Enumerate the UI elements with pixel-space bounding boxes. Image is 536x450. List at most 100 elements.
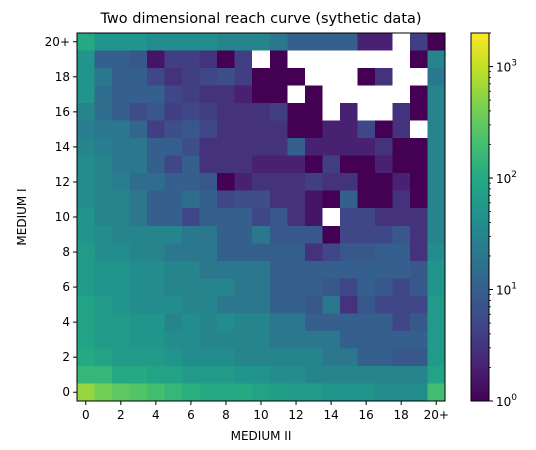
heatmap-cell [427, 138, 446, 157]
heatmap-cell [112, 348, 130, 367]
heatmap-cell [147, 138, 166, 157]
heatmap-cell [287, 138, 306, 157]
heatmap-cell [357, 155, 376, 174]
heatmap-cell [409, 243, 428, 262]
y-axis-label: MEDIUM I [15, 188, 29, 245]
y-tick-label: 4 [62, 315, 70, 329]
heatmap-cell [252, 103, 271, 122]
heatmap-cells [77, 33, 446, 402]
heatmap-cell [269, 348, 288, 367]
heatmap-cell [147, 120, 166, 139]
colorbar-ticks: 100 101 102 103 [489, 32, 517, 409]
heatmap-cell [339, 278, 358, 297]
heatmap-cell [234, 383, 253, 402]
x-tick-label: 2 [117, 408, 125, 422]
heatmap-cell [322, 33, 341, 51]
heatmap-cell [129, 365, 148, 384]
heatmap-cell [427, 348, 446, 367]
heatmap-cell [217, 295, 236, 314]
heatmap-cell [234, 295, 253, 314]
heatmap-cell [374, 33, 393, 51]
heatmap-cell [234, 208, 253, 227]
heatmap-cell [182, 173, 201, 192]
heatmap-cell [409, 85, 428, 104]
heatmap-cell [392, 85, 411, 104]
heatmap-cell [339, 260, 358, 279]
heatmap-cell [164, 138, 183, 157]
heatmap-cell [339, 330, 358, 349]
heatmap-cell [357, 173, 376, 192]
x-tick-label: 14 [323, 408, 338, 422]
heatmap-cell [112, 138, 130, 157]
heatmap-cell [392, 295, 411, 314]
heatmap-cell [129, 190, 148, 209]
heatmap-cell [269, 173, 288, 192]
heatmap-cell [94, 295, 113, 314]
heatmap-cell [374, 330, 393, 349]
heatmap-cell [182, 190, 201, 209]
x-tick-label: 12 [288, 408, 303, 422]
heatmap-cell [269, 260, 288, 279]
heatmap-cell [94, 243, 113, 262]
x-tick-label: 18 [394, 408, 409, 422]
heatmap-cell [392, 348, 411, 367]
heatmap-cell [94, 313, 113, 332]
heatmap-cell [374, 348, 393, 367]
heatmap-cell [217, 120, 236, 139]
heatmap-cell [234, 68, 253, 86]
heatmap-cell [112, 68, 130, 86]
heatmap-cell [77, 383, 95, 402]
heatmap-cell [217, 68, 236, 86]
heatmap-cell [217, 383, 236, 402]
heatmap-cell [112, 295, 130, 314]
heatmap-cell [147, 33, 166, 51]
heatmap-cell [392, 155, 411, 174]
heatmap-cell [374, 50, 393, 69]
heatmap-cell [357, 33, 376, 51]
heatmap-cell [217, 313, 236, 332]
heatmap-cell [77, 68, 95, 86]
heatmap-cell [94, 383, 113, 402]
heatmap-cell [147, 313, 166, 332]
heatmap-cell [129, 225, 148, 244]
heatmap-cell [164, 208, 183, 227]
heatmap-cell [94, 225, 113, 244]
heatmap-cell [339, 155, 358, 174]
heatmap-cell [112, 120, 130, 139]
heatmap-cell [199, 313, 218, 332]
heatmap-cell [374, 103, 393, 122]
heatmap-cell [94, 208, 113, 227]
x-tick-label: 20+ [424, 408, 449, 422]
heatmap-cell [252, 348, 271, 367]
heatmap-cell [129, 295, 148, 314]
heatmap-cell [269, 295, 288, 314]
y-tick-label: 10 [55, 210, 70, 224]
heatmap-cell [182, 330, 201, 349]
heatmap-cell [77, 85, 95, 104]
heatmap-cell [427, 208, 446, 227]
heatmap-cell [357, 330, 376, 349]
heatmap-cell [217, 208, 236, 227]
heatmap-cell [234, 103, 253, 122]
heatmap-cell [357, 138, 376, 157]
heatmap-cell [77, 313, 95, 332]
colorbar-tick-label: 101 [496, 282, 517, 298]
heatmap-cell [304, 138, 323, 157]
heatmap-cell [147, 243, 166, 262]
heatmap-cell [287, 313, 306, 332]
heatmap-cell [182, 208, 201, 227]
heatmap-cell [164, 225, 183, 244]
heatmap-cell [269, 243, 288, 262]
heatmap-cell [322, 120, 341, 139]
heatmap-cell [217, 278, 236, 297]
heatmap-cell [252, 208, 271, 227]
heatmap-cell [129, 330, 148, 349]
heatmap-cell [357, 103, 376, 122]
heatmap-cell [269, 103, 288, 122]
heatmap-cell [287, 225, 306, 244]
heatmap-cell [112, 208, 130, 227]
heatmap-cell [269, 85, 288, 104]
x-axis-label: MEDIUM II [231, 429, 292, 443]
heatmap-cell [164, 85, 183, 104]
heatmap-cell [304, 383, 323, 402]
